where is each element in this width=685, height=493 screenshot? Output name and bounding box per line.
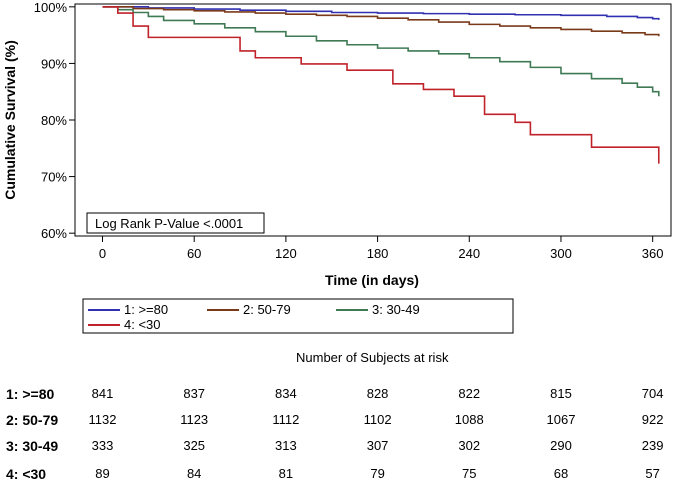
- legend-item-1: 1: >=80: [88, 302, 168, 317]
- x-tick-label: 180: [367, 246, 389, 261]
- risk-cell: 84: [186, 466, 202, 481]
- risk-cell: 79: [370, 466, 385, 481]
- risk-cell: 841: [91, 386, 114, 401]
- legend-item-3: 3: 30-49: [336, 302, 420, 317]
- risk-cell: 834: [275, 386, 297, 401]
- risk-cell: 81: [278, 466, 294, 481]
- legend-label: 1: >=80: [124, 302, 168, 317]
- series-line-4: [102, 6, 660, 164]
- y-tick-label: 80%: [41, 113, 67, 128]
- risk-table-title: Number of Subjects at risk: [296, 350, 449, 365]
- x-tick-label: 300: [550, 246, 572, 261]
- series-line-2: [102, 6, 660, 37]
- risk-cell: 1067: [546, 412, 576, 427]
- risk-cell: 307: [366, 438, 389, 453]
- legend-label: 4: <30: [124, 317, 161, 332]
- series-line-1: [102, 6, 660, 20]
- x-tick-label: 240: [458, 246, 480, 261]
- risk-cell: 815: [550, 386, 572, 401]
- risk-row: 3: 30-49 333 325 313 307 302 290 239: [0, 438, 685, 458]
- risk-row-label: 1: >=80: [6, 386, 55, 402]
- risk-cell: 239: [641, 438, 664, 453]
- annotation-text: Log Rank P-Value <.0001: [95, 216, 243, 231]
- x-axis-label: Time (in days): [325, 272, 419, 288]
- risk-cell: 75: [462, 466, 477, 481]
- risk-row: 2: 50-79 1132 1123 1112 1102 1088 1067 922: [0, 412, 685, 432]
- risk-cell: 68: [553, 466, 569, 481]
- risk-row: 4: <30 89 84 81 79 75 68 57: [0, 466, 685, 486]
- y-tick-label: 100%: [34, 0, 68, 15]
- survival-chart: 0 60 120 180 240 300 360 60% 70% 80% 90% 100% Log R…: [2, 0, 672, 334]
- legend-item-4: 4: <30: [88, 317, 161, 332]
- risk-cell: 1112: [272, 412, 300, 427]
- annotation-box: Log Rank P-Value <.0001: [86, 212, 265, 234]
- plot-frame: [74, 3, 672, 237]
- legend-item-2: 2: 50-79: [207, 302, 291, 317]
- risk-cell: 704: [641, 386, 664, 401]
- x-tick-label: 360: [642, 246, 664, 261]
- risk-cell: 922: [641, 412, 664, 427]
- risk-cell: 290: [550, 438, 572, 453]
- risk-cell: 1102: [363, 412, 392, 427]
- legend-frame: [82, 298, 514, 334]
- risk-cell: 57: [645, 466, 660, 481]
- y-tick-label: 70%: [41, 170, 67, 185]
- series-line-3: [102, 6, 660, 97]
- risk-cell: 325: [183, 438, 206, 453]
- legend-label: 3: 30-49: [372, 302, 420, 317]
- risk-cell: 1123: [180, 412, 209, 427]
- risk-cell: 302: [458, 438, 481, 453]
- risk-cell: 828: [366, 386, 389, 401]
- risk-row-label: 3: 30-49: [6, 438, 59, 454]
- y-axis-label: Cumulative Survival (%): [2, 40, 18, 200]
- legend-label: 2: 50-79: [243, 302, 291, 317]
- x-tick-label: 120: [275, 246, 297, 261]
- risk-row-label: 2: 50-79: [6, 412, 59, 428]
- x-tick-label: 0: [99, 246, 106, 261]
- risk-cell: 333: [91, 438, 114, 453]
- legend: 1: >=80 2: 50-79 3: 30-49 4: <30: [82, 298, 514, 334]
- risk-cell: 89: [95, 466, 110, 481]
- y-tick-label: 60%: [41, 226, 67, 241]
- risk-row: 1: >=80 841 837 834 828 822 815 704: [0, 386, 685, 406]
- risk-cell: 837: [183, 386, 206, 401]
- risk-row-label: 4: <30: [6, 466, 47, 482]
- risk-cell: 822: [458, 386, 481, 401]
- risk-cell: 1088: [454, 412, 484, 427]
- risk-cell: 1132: [88, 412, 117, 427]
- y-tick-label: 90%: [41, 56, 67, 71]
- risk-cell: 313: [275, 438, 297, 453]
- x-tick-label: 60: [187, 246, 201, 261]
